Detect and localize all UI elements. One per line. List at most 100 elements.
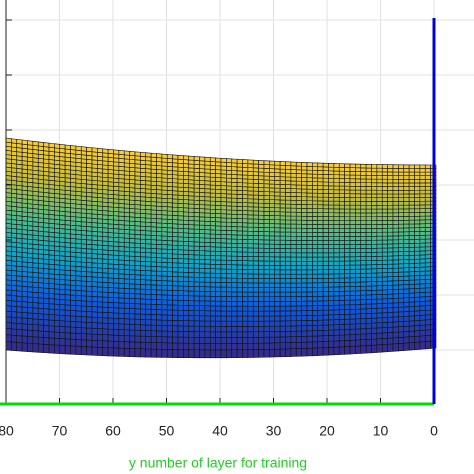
surface-cell [236, 264, 243, 270]
surface-cell [75, 252, 82, 258]
surface-cell [322, 248, 329, 254]
surface-cell [70, 321, 77, 328]
surface-cell [312, 240, 319, 245]
surface-cell [360, 333, 367, 341]
surface-cell [199, 263, 206, 269]
surface-cell [91, 267, 98, 273]
surface-cell [150, 319, 157, 326]
surface-cell [365, 216, 372, 221]
surface-cell [21, 317, 28, 325]
surface-cell [301, 204, 308, 209]
surface-cell [338, 340, 345, 348]
surface-cell [424, 230, 431, 236]
surface-cell [279, 215, 286, 221]
surface-cell [333, 248, 340, 254]
surface-cell [134, 265, 141, 271]
surface-cell [27, 247, 34, 254]
surface-cell [344, 178, 351, 183]
surface-cell [306, 169, 313, 175]
surface-cell [123, 216, 130, 222]
surface-cell [371, 285, 378, 291]
surface-cell [70, 207, 77, 213]
surface-cell [419, 262, 426, 268]
surface-cell [172, 325, 179, 332]
surface-cell [48, 245, 55, 251]
surface-cell [166, 194, 173, 200]
surface-cell [37, 141, 44, 147]
surface-cell [70, 289, 77, 296]
surface-cell [317, 236, 324, 241]
surface-cell [193, 272, 200, 278]
surface-cell [414, 179, 421, 184]
surface-cell [231, 268, 238, 274]
surface-cell [64, 326, 71, 334]
surface-cell [252, 260, 259, 266]
surface-cell [75, 265, 82, 272]
surface-cell [161, 227, 168, 233]
surface-cell [360, 201, 367, 206]
surface-cell [317, 295, 324, 302]
surface-cell [269, 199, 276, 204]
surface-cell [231, 209, 238, 215]
surface-cell [387, 171, 394, 176]
surface-cell [215, 277, 222, 283]
surface-cell [107, 197, 114, 204]
surface-cell [134, 274, 141, 280]
surface-cell [70, 247, 77, 253]
surface-cell [150, 168, 157, 174]
surface-cell [414, 330, 421, 337]
surface-cell [172, 202, 179, 208]
surface-cell [376, 272, 383, 278]
surface-cell [156, 226, 163, 232]
surface-cell [349, 224, 356, 229]
surface-cell [113, 282, 120, 289]
surface-cell [252, 179, 259, 184]
surface-cell [86, 266, 93, 273]
surface-cell [27, 323, 34, 331]
surface-cell [140, 200, 147, 206]
surface-cell [86, 316, 93, 323]
surface-cell [403, 216, 410, 221]
surface-cell [102, 267, 109, 274]
surface-cell [102, 296, 109, 303]
surface-cell [403, 297, 410, 303]
surface-cell [333, 197, 340, 202]
surface-cell [86, 257, 93, 264]
surface-cell [247, 282, 254, 288]
surface-cell [70, 233, 77, 240]
surface-cell [317, 256, 324, 262]
surface-cell [349, 163, 356, 169]
surface-cell [317, 185, 324, 190]
surface-cell [199, 237, 206, 243]
surface-cell [21, 261, 28, 268]
surface-cell [398, 326, 405, 333]
surface-cell [269, 231, 276, 237]
surface-cell [48, 254, 55, 261]
surface-cell [21, 256, 28, 263]
surface-cell [360, 313, 367, 319]
surface-cell [419, 200, 426, 206]
surface-cell [306, 315, 313, 321]
surface-cell [220, 305, 227, 312]
surface-cell [285, 223, 292, 229]
surface-cell [236, 243, 243, 249]
surface-cell [247, 230, 254, 236]
surface-cell [70, 260, 77, 267]
surface-cell [333, 252, 340, 258]
surface-cell [209, 281, 216, 288]
surface-cell [274, 342, 281, 350]
surface-cell [64, 246, 71, 253]
surface-cell [242, 182, 249, 188]
surface-cell [349, 281, 356, 287]
surface-cell [376, 285, 383, 291]
surface-cell [129, 203, 136, 210]
surface-cell [279, 325, 286, 332]
surface-cell [317, 192, 324, 198]
surface-cell [134, 183, 141, 189]
surface-cell [242, 174, 249, 180]
surface-cell [403, 208, 410, 213]
surface-cell [414, 279, 421, 285]
surface-cell [403, 301, 410, 308]
surface-cell [344, 216, 351, 221]
surface-cell [107, 210, 114, 216]
